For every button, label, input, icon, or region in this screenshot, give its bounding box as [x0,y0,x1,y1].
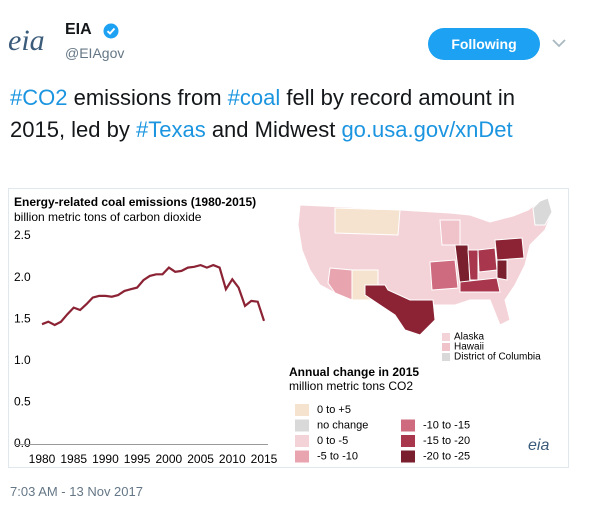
tweet-image[interactable]: Energy-related coal emissions (1980-2015… [8,188,569,468]
inset-label: Alaska [454,332,484,343]
data-line [41,263,266,327]
verified-badge [103,23,119,39]
tweet-text-part: and Midwest [205,117,342,142]
x-tick-label: 2015 [251,452,278,466]
legend-swatch [295,450,309,463]
tweet-text: #CO2 emissions from #coal fell by record… [10,82,570,146]
chart-subtitle: billion metric tons of carbon dioxide [14,210,202,224]
follow-button[interactable]: Following [428,28,540,60]
tweet-link[interactable]: #coal [227,85,281,110]
tweet-link[interactable]: #Texas [135,117,206,142]
tweet-text-part: emissions from [67,85,228,110]
tweet-text-part: fell by record amount in 2015, led by [10,85,516,142]
x-tick-label: 1985 [60,452,87,466]
account-name[interactable]: EIA [65,21,92,38]
x-tick-label: 2010 [219,452,246,466]
map-legend-subtitle: million metric tons CO2 [289,379,413,393]
inset-label: Hawaii [454,342,484,353]
legend-swatch [295,419,309,432]
tweet-link[interactable]: #CO2 [10,85,68,110]
y-tick-label: 1.0 [14,353,31,367]
map-legend-title: Annual change in 2015 [289,365,419,379]
inset-swatch [442,333,450,341]
legend-label: no change [317,419,368,431]
legend-label: -5 to -10 [317,450,358,462]
y-tick-label: 2.0 [14,270,31,284]
y-tick-label: 1.5 [14,311,31,325]
legend-swatch [401,419,415,432]
legend-swatch [295,404,309,416]
legend-swatch [295,435,309,447]
card-logo: eia [528,437,549,454]
inset-swatch [442,353,450,361]
avatar-logo[interactable]: eia [8,24,45,57]
tweet-link[interactable]: go.usa.gov/xnDet [341,117,513,142]
legend-label: -10 to -15 [423,419,470,431]
account-handle[interactable]: @EIAgov [65,45,125,61]
x-tick-label: 1990 [92,452,119,466]
x-tick-label: 1995 [124,452,151,466]
line-chart: Energy-related coal emissions (1980-2015… [14,195,278,466]
x-tick-label: 2005 [187,452,214,466]
legend-label: -15 to -20 [423,435,470,447]
legend-swatch [401,450,415,463]
x-tick-label: 2000 [156,452,183,466]
legend-label: -20 to -25 [423,450,470,462]
inset-label: District of Columbia [454,352,541,363]
us-map [297,197,553,336]
y-tick-label: 0.5 [14,395,31,409]
chart-title: Energy-related coal emissions (1980-2015… [14,195,256,209]
y-tick-label: 2.5 [14,228,31,242]
legend-label: 0 to +5 [317,404,351,416]
legend-swatch [401,435,415,447]
menu-chevron[interactable] [552,38,566,48]
inset-swatch [442,343,450,351]
x-tick-label: 1980 [29,452,56,466]
timestamp[interactable]: 7:03 AM - 13 Nov 2017 [10,484,143,499]
y-tick-label: 0.0 [14,436,31,450]
legend-label: 0 to -5 [317,435,348,447]
